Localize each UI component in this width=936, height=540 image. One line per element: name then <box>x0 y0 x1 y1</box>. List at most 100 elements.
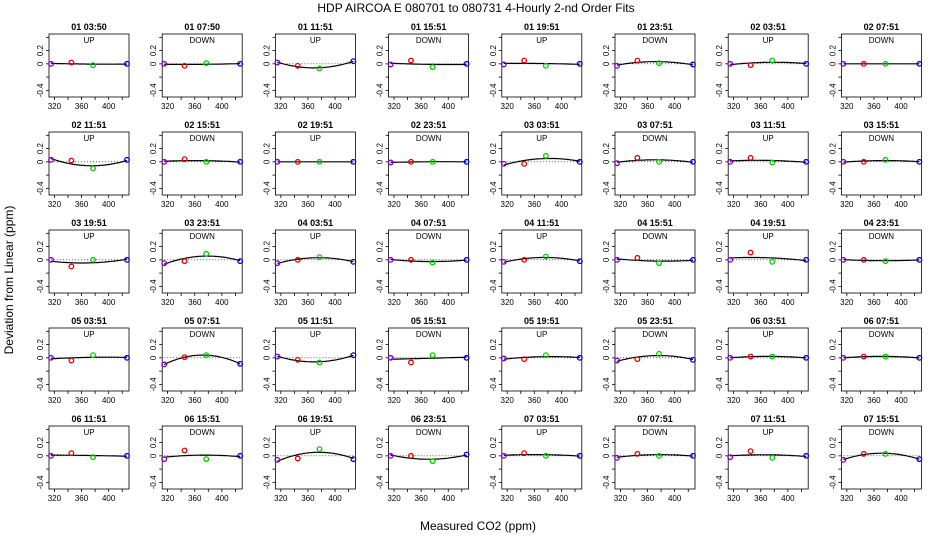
data-point <box>882 60 889 67</box>
panel: 05 11:51 UP 320 360 400 0.2 0 -0.4 <box>262 316 357 405</box>
panel-direction: DOWN <box>190 232 216 241</box>
x-tick-label: 360 <box>301 396 315 405</box>
panel-direction: DOWN <box>190 428 216 437</box>
x-tick-label: 360 <box>754 494 768 503</box>
y-tick-label: 0.2 <box>36 142 45 154</box>
fit-curve <box>503 454 580 457</box>
data-point <box>882 258 889 265</box>
x-tick-label: 400 <box>328 494 342 503</box>
data-point <box>500 160 507 167</box>
x-tick-label: 320 <box>274 396 288 405</box>
x-tick-label: 320 <box>387 396 401 405</box>
y-tick-label: 0.2 <box>602 240 611 252</box>
panel-title: 01 19:51 <box>524 22 560 32</box>
data-point <box>387 256 394 263</box>
data-point <box>614 454 620 461</box>
panel: 04 07:51 DOWN 320 360 400 0.2 0 -0.4 <box>376 218 470 307</box>
data-point <box>408 452 414 459</box>
panel-title: 02 07:51 <box>864 22 900 32</box>
panel-title: 06 15:51 <box>184 414 220 424</box>
y-tick-label: -0.4 <box>36 475 45 489</box>
data-point <box>161 456 168 463</box>
fit-curve <box>503 62 580 65</box>
data-point <box>747 448 754 455</box>
data-point <box>656 350 663 357</box>
panel: 01 03:50 UP 320 360 400 0.2 0 -0.4 <box>36 22 130 111</box>
panel-frame <box>274 33 356 98</box>
panel: 06 11:51 UP 320 360 400 0.2 0 -0.4 <box>36 414 130 503</box>
y-tick-label: 0 <box>828 159 837 164</box>
x-tick-label: 360 <box>414 102 428 111</box>
data-point <box>350 352 357 359</box>
data-point <box>408 256 414 263</box>
x-tick-label: 400 <box>442 200 456 209</box>
data-point <box>634 57 641 64</box>
panel: 03 23:51 DOWN 320 360 400 0.2 0 -0.4 <box>149 218 244 307</box>
x-tick-label: 320 <box>161 396 175 405</box>
x-tick-label: 320 <box>387 494 401 503</box>
data-point <box>860 450 867 457</box>
data-point <box>294 455 301 462</box>
y-tick-label: -0.4 <box>149 279 158 293</box>
panel-direction: UP <box>763 428 774 437</box>
y-tick-label: 0 <box>262 257 271 262</box>
panel-title: 04 03:51 <box>298 218 334 228</box>
x-tick-label: 360 <box>528 396 542 405</box>
panel: 07 07:51 DOWN 320 360 400 0.2 0 -0.4 <box>602 414 696 503</box>
data-point <box>542 452 549 459</box>
panel-direction: DOWN <box>190 330 216 339</box>
data-point <box>124 256 130 263</box>
x-tick-label: 360 <box>188 200 202 209</box>
data-point <box>803 256 810 263</box>
data-point <box>68 263 75 270</box>
x-tick-label: 320 <box>727 102 741 111</box>
panel-title: 07 03:51 <box>524 414 560 424</box>
y-tick-label: 0.2 <box>262 44 271 56</box>
x-tick-label: 360 <box>641 200 655 209</box>
y-tick-label: -0.4 <box>149 181 158 195</box>
panel-direction: DOWN <box>642 134 668 143</box>
x-tick-label: 400 <box>215 396 229 405</box>
data-point <box>181 354 188 361</box>
data-point <box>429 352 436 359</box>
x-tick-label: 400 <box>328 298 342 307</box>
panel: 03 19:51 UP 320 360 400 0.2 0 -0.4 <box>36 218 130 307</box>
data-point <box>576 158 583 165</box>
x-tick-label: 400 <box>102 200 116 209</box>
panel: 06 15:51 DOWN 320 360 400 0.2 0 -0.4 <box>149 414 244 503</box>
data-point <box>840 158 847 165</box>
x-tick-label: 360 <box>867 494 881 503</box>
data-point <box>690 61 696 68</box>
panel-title: 02 11:51 <box>71 120 106 130</box>
data-point <box>48 156 54 163</box>
panel-title: 05 07:51 <box>184 316 220 326</box>
panel-direction: UP <box>536 232 547 241</box>
data-point <box>614 62 620 69</box>
y-tick-label: 0 <box>376 355 385 360</box>
x-tick-label: 320 <box>501 102 515 111</box>
x-tick-label: 400 <box>215 494 229 503</box>
x-tick-label: 320 <box>501 396 515 405</box>
panel-direction: DOWN <box>416 330 442 339</box>
y-tick-label: -0.4 <box>149 83 158 97</box>
fit-curve <box>50 62 127 65</box>
panel-title: 01 15:51 <box>411 22 447 32</box>
fit-curve <box>730 256 807 262</box>
x-tick-label: 320 <box>501 298 515 307</box>
x-tick-label: 360 <box>414 298 428 307</box>
panel-title: 01 07:50 <box>184 22 220 32</box>
data-point <box>860 60 867 67</box>
data-point <box>747 62 754 69</box>
data-point <box>408 57 414 64</box>
data-point <box>860 353 867 360</box>
y-tick-label: 0.2 <box>376 142 385 154</box>
data-point <box>747 154 754 161</box>
data-point <box>408 359 414 366</box>
panel-title: 01 23:51 <box>637 22 673 32</box>
x-tick-label: 400 <box>442 298 456 307</box>
panel-frame <box>274 327 356 392</box>
data-point <box>274 456 281 463</box>
figure-title: HDP AIRCOA E 080701 to 080731 4-Hourly 2… <box>317 1 634 15</box>
fit-curve <box>390 62 467 66</box>
y-tick-label: 0 <box>715 453 724 458</box>
